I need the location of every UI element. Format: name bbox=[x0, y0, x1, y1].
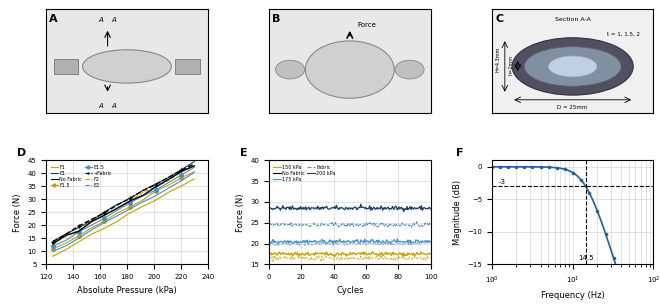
Text: D = 25mm: D = 25mm bbox=[558, 105, 588, 110]
Y-axis label: Force (N): Force (N) bbox=[236, 193, 245, 232]
Ellipse shape bbox=[275, 60, 304, 79]
Y-axis label: Force (N): Force (N) bbox=[13, 193, 22, 232]
Legend: 150 kPa, No Fabric, 175 kPa, Fabric, 200 kPa: 150 kPa, No Fabric, 175 kPa, Fabric, 200… bbox=[271, 163, 337, 184]
Ellipse shape bbox=[306, 41, 394, 98]
Text: H=4.3mm: H=4.3mm bbox=[496, 47, 501, 72]
Text: A: A bbox=[112, 17, 116, 23]
Y-axis label: Magnitude (dB): Magnitude (dB) bbox=[453, 180, 462, 245]
Text: E: E bbox=[240, 148, 248, 158]
Text: A: A bbox=[99, 103, 104, 109]
Text: A: A bbox=[112, 103, 116, 109]
Bar bbox=[54, 59, 79, 74]
Ellipse shape bbox=[548, 56, 597, 77]
Text: A: A bbox=[99, 17, 104, 23]
Text: Section A-A: Section A-A bbox=[554, 17, 591, 22]
Text: h=2mm: h=2mm bbox=[509, 55, 513, 75]
Ellipse shape bbox=[395, 60, 424, 79]
Text: t = 1, 1.5, 2: t = 1, 1.5, 2 bbox=[607, 32, 640, 37]
Text: A: A bbox=[50, 14, 58, 24]
Ellipse shape bbox=[512, 38, 633, 95]
Text: -3: -3 bbox=[498, 179, 506, 185]
Bar bbox=[176, 59, 199, 74]
Text: 14.5: 14.5 bbox=[578, 255, 593, 261]
Ellipse shape bbox=[524, 47, 621, 86]
Text: B: B bbox=[273, 14, 280, 24]
Ellipse shape bbox=[82, 50, 172, 83]
Text: D: D bbox=[17, 148, 26, 158]
X-axis label: Cycles: Cycles bbox=[336, 286, 364, 295]
Legend: F1, E1, No Fabric, F1.5, E1.5, +Fabric, F2, E2: F1, E1, No Fabric, F1.5, E1.5, +Fabric, … bbox=[49, 163, 114, 189]
Text: Force: Force bbox=[358, 22, 377, 28]
X-axis label: Frequency (Hz): Frequency (Hz) bbox=[541, 291, 605, 300]
X-axis label: Absolute Pressure (kPa): Absolute Pressure (kPa) bbox=[77, 286, 177, 295]
Text: F: F bbox=[456, 148, 464, 158]
Text: C: C bbox=[495, 14, 504, 24]
